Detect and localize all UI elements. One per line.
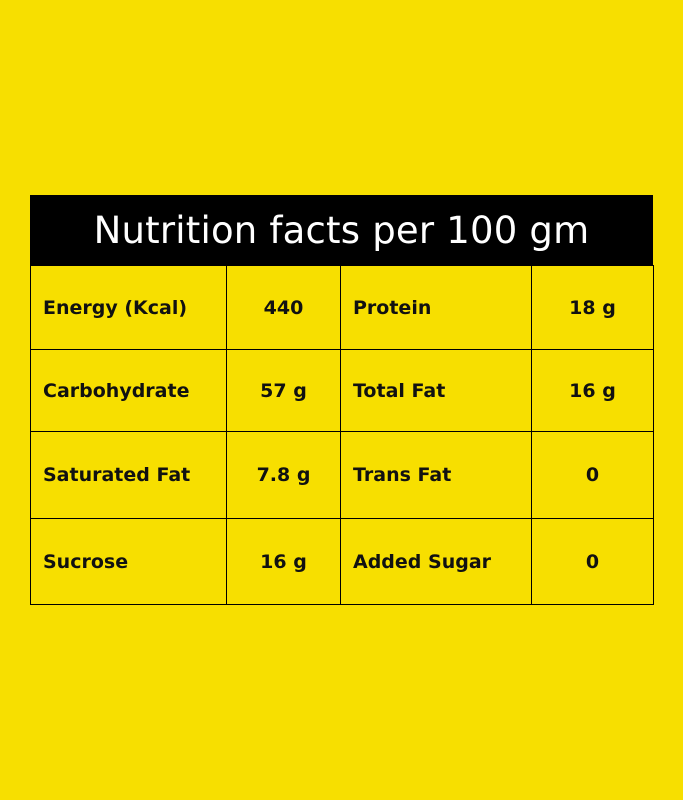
nutrient-value: 0 [531,518,654,605]
nutrient-value: 57 g [226,349,341,432]
nutrient-value: 16 g [531,349,654,432]
nutrient-label: Sucrose [30,518,227,605]
nutrient-value: 16 g [226,518,341,605]
nutrient-value: 0 [531,431,654,519]
nutrient-label: Added Sugar [340,518,532,605]
nutrient-label: Trans Fat [340,431,532,519]
table-row: Energy (Kcal) 440 Protein 18 g [30,265,654,350]
nutrient-label: Protein [340,265,532,350]
nutrition-facts-card: Nutrition facts per 100 gm Energy (Kcal)… [30,195,654,605]
table-row: Saturated Fat 7.8 g Trans Fat 0 [30,431,654,519]
nutrient-value: 7.8 g [226,431,341,519]
nutrient-label: Energy (Kcal) [30,265,227,350]
nutrition-title: Nutrition facts per 100 gm [93,208,590,252]
nutrient-label: Saturated Fat [30,431,227,519]
nutrition-title-banner: Nutrition facts per 100 gm [30,195,653,265]
table-row: Sucrose 16 g Added Sugar 0 [30,518,654,605]
nutrient-label: Total Fat [340,349,532,432]
nutrition-table: Energy (Kcal) 440 Protein 18 g Carbohydr… [30,265,654,605]
nutrient-value: 18 g [531,265,654,350]
table-row: Carbohydrate 57 g Total Fat 16 g [30,349,654,432]
nutrient-value: 440 [226,265,341,350]
nutrient-label: Carbohydrate [30,349,227,432]
